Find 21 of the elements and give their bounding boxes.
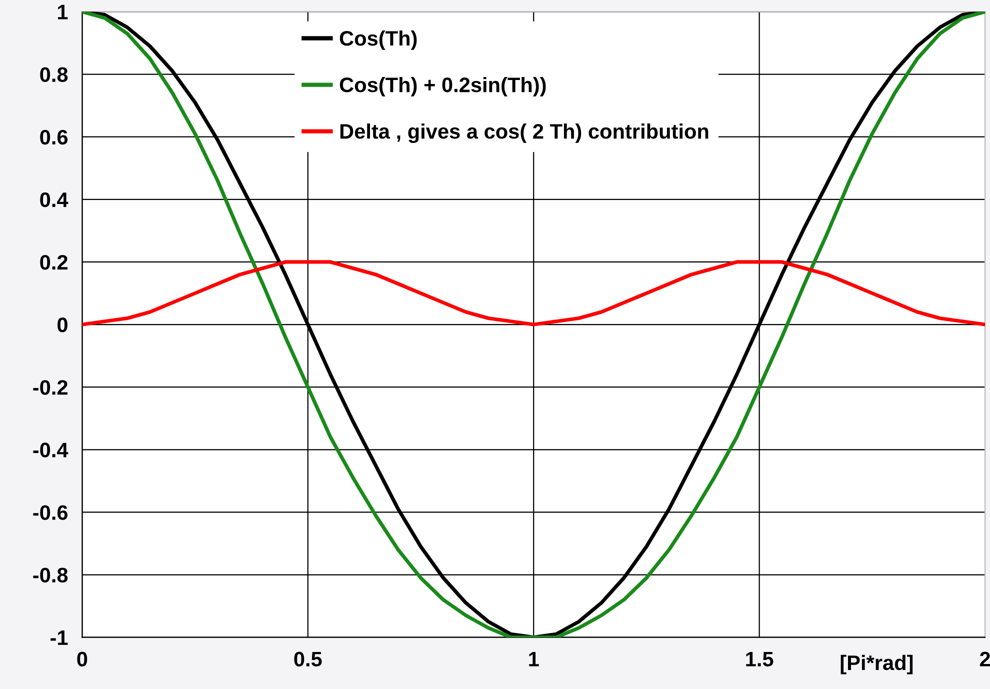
x-tick-label: 1 — [529, 652, 539, 666]
y-tick-label: 0.2 — [40, 254, 68, 270]
x-tick-label: 0 — [77, 652, 88, 667]
y-tick-label: -0.6 — [33, 505, 68, 520]
y-tick-label: -1 — [50, 630, 68, 645]
line-series — [82, 260, 986, 326]
y-tick-label: 1 — [58, 4, 68, 20]
x-tick-label: 2 — [980, 652, 990, 666]
legend-label: Cos(Th) — [340, 30, 417, 50]
y-tick-label: -0.2 — [33, 380, 68, 395]
y-tick-label: -0.8 — [33, 568, 68, 583]
x-tick-label: 1.5 — [746, 652, 774, 667]
y-tick-label: 0 — [58, 318, 68, 332]
legend-label: Delta , gives a cos( 2 Th) contribution — [340, 123, 708, 143]
y-tick-label: -0.4 — [33, 442, 68, 458]
x-axis-title: [Pi*rad] — [840, 654, 913, 674]
y-tick-label: 0.8 — [40, 67, 68, 82]
y-tick-label: 0.6 — [40, 130, 68, 145]
legend-label: Cos(Th) + 0.2sin(Th)) — [340, 76, 546, 96]
x-tick-label: 0.5 — [294, 652, 322, 667]
y-tick-label: 0.4 — [40, 192, 68, 208]
